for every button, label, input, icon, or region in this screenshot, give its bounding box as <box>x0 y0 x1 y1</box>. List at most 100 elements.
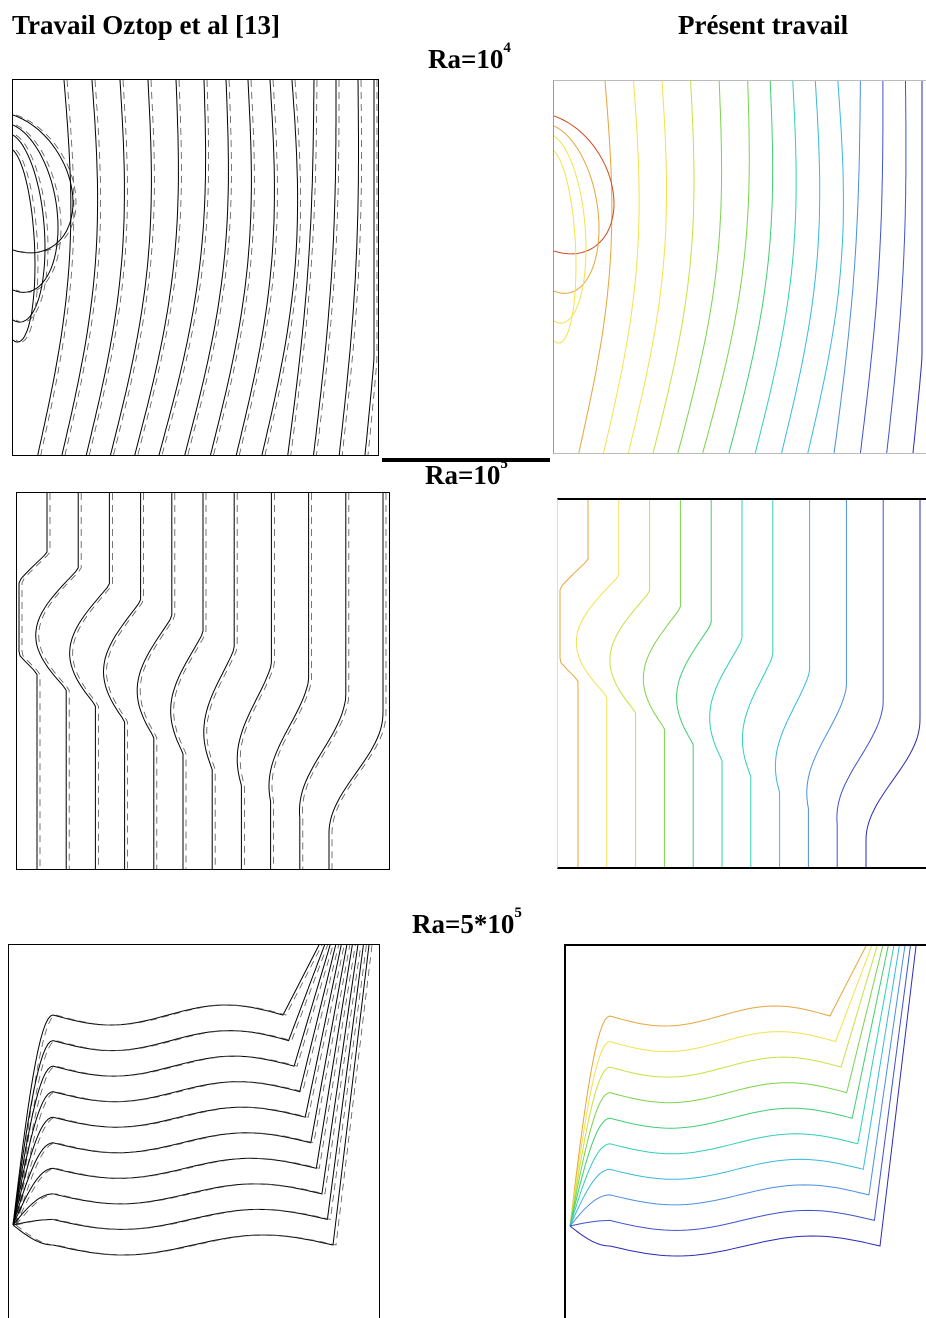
isotherm-line <box>781 81 821 453</box>
isotherm-line <box>554 150 577 344</box>
isotherm-line <box>559 500 589 867</box>
isotherm-line <box>865 500 921 867</box>
isotherm-line-dashed <box>367 80 378 455</box>
isotherm-line <box>61 80 99 455</box>
isotherm-line <box>12 945 359 1226</box>
isotherm-line <box>203 493 235 869</box>
isotherm-line <box>569 946 873 1227</box>
isotherm-line <box>569 946 906 1227</box>
isotherm-line <box>569 946 895 1227</box>
isotherm-line <box>12 945 320 1226</box>
isotherm-line-dashed <box>341 80 362 455</box>
isotherm-plot-reference-ra-1e4 <box>12 79 379 456</box>
isotherm-svg <box>18 493 387 869</box>
isotherm-line <box>69 493 110 869</box>
isotherm-line <box>569 946 867 1227</box>
isotherm-line-dashed <box>72 493 113 869</box>
isotherm-line <box>569 946 884 1227</box>
isotherm-line <box>569 946 900 1227</box>
isotherm-line-dashed <box>15 114 77 254</box>
isotherm-line <box>210 80 252 455</box>
case-label-exponent: 5 <box>514 905 522 921</box>
case-label-base: Ra=10 <box>425 460 501 490</box>
isotherm-line <box>235 80 275 455</box>
isotherm-line <box>12 945 353 1226</box>
isotherm-line-dashed <box>331 493 387 869</box>
isotherm-line <box>569 946 889 1227</box>
isotherm-line-dashed <box>15 945 328 1226</box>
isotherm-svg <box>13 80 378 455</box>
isotherm-line-dashed <box>187 80 232 455</box>
isotherm-line <box>12 945 348 1226</box>
isotherm-line-dashed <box>106 493 144 869</box>
isotherm-line <box>702 81 750 453</box>
isotherm-line <box>569 946 911 1231</box>
isotherm-line <box>236 493 272 869</box>
isotherm-line <box>18 493 48 869</box>
case-label-ra-5e5: Ra=5*105 <box>412 905 522 940</box>
isotherm-line <box>859 81 884 453</box>
isotherm-line <box>836 500 884 867</box>
isotherm-line-dashed <box>21 493 51 869</box>
isotherm-line <box>554 115 615 255</box>
isotherm-line-dashed <box>15 945 334 1226</box>
isotherm-line-dashed <box>64 80 101 455</box>
isotherm-line <box>313 80 337 455</box>
case-label-base: Ra=5*10 <box>412 909 515 939</box>
isotherm-line <box>261 80 299 455</box>
isotherm-line-dashed <box>15 945 345 1226</box>
isotherm-line <box>35 493 79 869</box>
isotherm-line <box>12 945 337 1226</box>
case-label-exponent: 4 <box>503 40 511 56</box>
isotherm-plot-present-ra-1e5 <box>557 498 926 869</box>
isotherm-line <box>12 945 342 1226</box>
isotherm-line <box>774 500 811 867</box>
isotherm-line-dashed <box>15 945 373 1256</box>
isotherm-line <box>554 135 587 324</box>
isotherm-line <box>85 80 125 455</box>
isotherm-line <box>13 134 46 323</box>
isotherm-line-dashed <box>15 124 62 293</box>
isotherm-line <box>170 493 204 869</box>
isotherm-line <box>609 500 651 867</box>
isotherm-line-dashed <box>290 80 318 455</box>
isotherm-line <box>652 81 695 453</box>
isotherm-line <box>102 493 142 869</box>
isotherm-line <box>627 81 667 453</box>
isotherm-line-dashed <box>239 493 275 869</box>
isotherm-line-dashed <box>38 493 82 869</box>
isotherm-line <box>110 80 152 455</box>
isotherm-line <box>676 500 712 867</box>
isotherm-plot-present-ra-1e4 <box>553 80 926 454</box>
isotherm-line <box>709 500 743 867</box>
isotherm-line <box>554 125 600 294</box>
isotherm-line-dashed <box>15 945 340 1226</box>
isotherm-line <box>677 81 723 453</box>
isotherm-line <box>642 500 681 867</box>
isotherm-line <box>754 81 797 453</box>
isotherm-line <box>287 80 315 455</box>
isotherm-line-dashed <box>113 80 155 455</box>
isotherm-line <box>833 81 861 453</box>
isotherm-plot-present-ra-5e5 <box>564 944 926 1318</box>
header-reference-work: Travail Oztop et al [13] <box>12 10 280 40</box>
isotherm-line <box>13 124 59 293</box>
isotherm-line-dashed <box>173 493 207 869</box>
isotherm-line <box>603 81 640 453</box>
isotherm-line-dashed <box>15 945 367 1230</box>
isotherm-line <box>268 493 310 869</box>
isotherm-line-dashed <box>137 80 182 455</box>
isotherm-line <box>12 945 370 1256</box>
case-label-ra-1e4: Ra=104 <box>428 40 511 75</box>
isotherm-line <box>12 945 331 1226</box>
isotherm-svg <box>569 946 917 1257</box>
isotherm-line <box>569 946 878 1227</box>
isotherm-line <box>37 80 72 455</box>
isotherm-svg <box>559 500 921 867</box>
isotherm-line <box>578 81 613 453</box>
isotherm-line <box>364 80 375 455</box>
isotherm-line <box>806 500 847 867</box>
isotherm-line <box>13 149 36 343</box>
isotherm-line <box>134 80 179 455</box>
isotherm-line-dashed <box>161 80 209 455</box>
